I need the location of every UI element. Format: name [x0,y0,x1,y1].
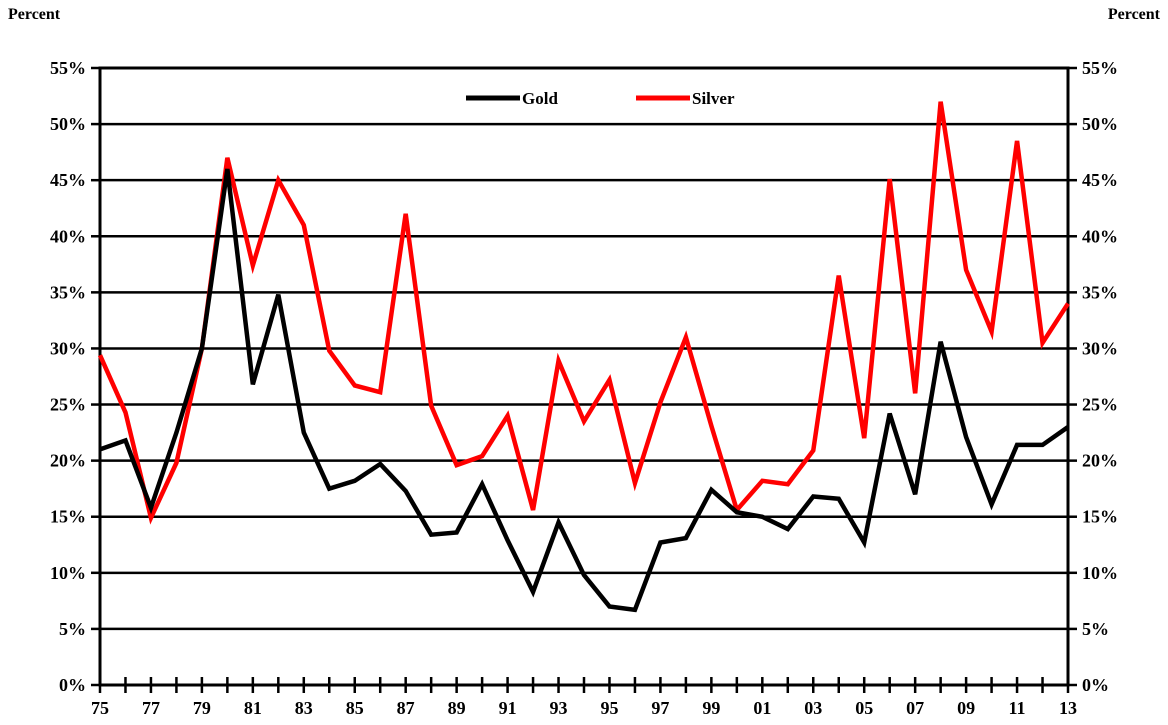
x-tick-label: 93 [550,698,568,718]
y-tick-label-right: 5% [1082,619,1109,639]
x-tick-label: 77 [142,698,160,718]
legend: Gold Silver [466,89,735,108]
x-tick-label: 99 [702,698,720,718]
y-tick-label-right: 30% [1082,338,1118,358]
y-tick-label-right: 10% [1082,563,1118,583]
y-tick-label-left: 35% [50,282,86,302]
series-line-gold [99,168,1070,613]
right-y-axis: 0% 5% 10% 15% 20% 25% 30% 35% 40% 45% 50% 55% [1068,58,1118,695]
x-axis: 75 77 79 81 83 85 87 89 91 93 95 97 99 01 03 05 07 09 11 13 [91,677,1077,718]
plot-border [98,66,1070,687]
x-tick-label: 13 [1059,698,1077,718]
y-tick-label-right: 0% [1082,675,1109,695]
y-tick-label-left: 20% [50,451,86,471]
y-tick-label-right: 15% [1082,507,1118,527]
x-tick-label: 03 [804,698,822,718]
series-line-silver [97,101,1070,525]
x-tick-label: 11 [1009,698,1026,718]
y-tick-label-right: 55% [1082,58,1118,78]
x-tick-label: 89 [448,698,466,718]
x-tick-label: 79 [193,698,211,718]
y-tick-label-right: 50% [1082,114,1118,134]
y-tick-label-left: 5% [59,619,86,639]
y-tick-label-left: 10% [50,563,86,583]
gridlines [100,122,1068,631]
y-tick-label-right: 45% [1082,170,1118,190]
x-tick-label: 91 [499,698,517,718]
y-tick-label-right: 20% [1082,451,1118,471]
plot-frame [98,66,1070,687]
right-axis-unit-label: Percent [1107,6,1160,23]
y-tick-label-left: 45% [50,170,86,190]
x-tick-label: 07 [906,698,924,718]
x-tick-label: 81 [244,698,262,718]
y-tick-label-left: 40% [50,226,86,246]
left-axis-unit-label: Percent [8,6,61,23]
y-tick-label-left: 55% [50,58,86,78]
x-tick-label: 87 [397,698,415,718]
x-tick-label: 05 [855,698,873,718]
legend-item-gold: Gold [466,89,558,108]
x-tick-label: 01 [753,698,771,718]
legend-item-silver: Silver [636,89,735,108]
x-tick-label: 95 [600,698,618,718]
legend-label-silver: Silver [692,89,735,108]
x-tick-label: 97 [651,698,669,718]
left-y-axis: 0% 5% 10% 15% 20% 25% 30% 35% 40% 45% 50% 55% [50,58,100,695]
y-tick-label-left: 25% [50,395,86,415]
x-tick-label: 85 [346,698,364,718]
x-tick-label: 83 [295,698,313,718]
x-tick-label: 75 [91,698,109,718]
y-tick-label-left: 30% [50,338,86,358]
y-tick-label-left: 50% [50,114,86,134]
y-tick-label-right: 40% [1082,226,1118,246]
x-tick-label: 09 [957,698,975,718]
legend-label-gold: Gold [522,89,558,108]
series-lines [97,101,1070,613]
y-tick-label-right: 25% [1082,395,1118,415]
y-tick-label-right: 35% [1082,282,1118,302]
y-tick-label-left: 15% [50,507,86,527]
y-tick-label-left: 0% [59,675,86,695]
